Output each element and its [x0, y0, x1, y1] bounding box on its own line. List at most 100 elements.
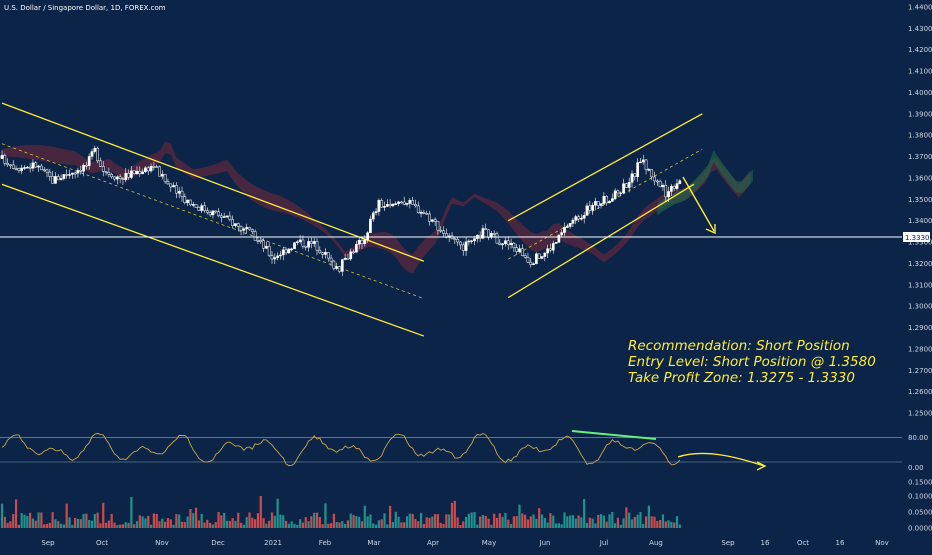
- volume-bar: [113, 522, 116, 528]
- candle-body: [613, 190, 617, 199]
- volume-bar: [65, 503, 68, 528]
- volume-bar: [276, 498, 279, 528]
- price-label: 1.3330: [905, 234, 930, 242]
- candle-body: [546, 248, 549, 254]
- time-tick-label: Nov: [155, 539, 169, 547]
- candle-body: [670, 186, 673, 192]
- candle-body: [565, 226, 569, 228]
- volume-bar: [90, 520, 94, 528]
- volume-bar: [338, 522, 341, 528]
- candle-body: [616, 190, 620, 194]
- candle-body: [253, 231, 257, 241]
- volume-bar: [422, 523, 425, 528]
- volume-bar: [580, 517, 583, 528]
- candle-body: [175, 185, 178, 194]
- candle-body: [217, 211, 220, 217]
- candle-body: [177, 190, 181, 194]
- candle-body: [619, 192, 623, 195]
- candle-body: [467, 240, 471, 243]
- price-tick-label: 1.30000: [908, 303, 932, 311]
- candle-body: [197, 207, 201, 211]
- volume-bar: [116, 525, 119, 528]
- candle-body: [138, 170, 142, 175]
- volume-bar: [164, 521, 167, 528]
- candle-body: [470, 240, 474, 243]
- candle-body: [419, 212, 423, 214]
- price-tick-label: 1.42000: [908, 46, 932, 54]
- candle-body: [377, 200, 381, 212]
- volume-bar: [130, 496, 133, 528]
- volume-bar: [372, 523, 375, 528]
- time-tick-label: 16: [836, 539, 845, 547]
- candle-body: [352, 251, 355, 254]
- volume-bar: [209, 522, 212, 528]
- volume-bar: [428, 517, 431, 528]
- volume-bar: [481, 515, 485, 528]
- candle-body: [270, 255, 274, 260]
- volume-bar: [225, 520, 229, 528]
- candle-body: [672, 186, 676, 189]
- candle-body: [183, 196, 187, 204]
- volume-bar: [529, 516, 532, 528]
- candle-body: [3, 155, 7, 164]
- candle-body: [290, 248, 294, 251]
- volume-bar: [251, 517, 254, 528]
- volume-bar: [622, 518, 625, 528]
- candle-body: [115, 176, 119, 180]
- candle-body: [6, 162, 9, 166]
- candle-body: [166, 181, 170, 185]
- candle-body: [135, 170, 139, 175]
- volume-bar: [591, 518, 594, 528]
- volume-bar: [583, 498, 586, 528]
- candle-body: [355, 243, 358, 253]
- volume-bar: [248, 512, 251, 528]
- candle-body: [149, 166, 153, 172]
- volume-bar: [484, 515, 487, 528]
- time-tick-label: Apr: [427, 539, 439, 547]
- volume-bar: [104, 522, 108, 528]
- volume-bar: [400, 522, 403, 528]
- oscillator-tick-label: 0.00: [908, 464, 924, 472]
- candle-body: [408, 200, 412, 204]
- volume-bar: [664, 521, 667, 528]
- volume-bar: [149, 524, 153, 528]
- volume-bar: [40, 512, 43, 528]
- volume-bar: [602, 515, 605, 528]
- candle-body: [385, 204, 389, 207]
- volume-bar: [324, 503, 327, 528]
- volume-bar: [619, 524, 622, 528]
- candle-body: [298, 239, 302, 242]
- volume-bar: [29, 512, 32, 528]
- volume-bar: [256, 513, 260, 528]
- volume-bar: [3, 516, 6, 528]
- candle-body: [250, 229, 254, 232]
- volume-bar: [17, 524, 20, 528]
- candle-body: [189, 199, 192, 206]
- volume-bar: [186, 516, 189, 528]
- volume-bar: [329, 523, 333, 528]
- volume-bar: [557, 523, 560, 528]
- candle-body: [180, 190, 184, 197]
- candle-body: [208, 212, 212, 216]
- volume-bar: [9, 521, 12, 528]
- candle-body: [242, 228, 246, 231]
- volume-bar: [82, 513, 85, 528]
- candle-body: [200, 205, 204, 211]
- volume-bar: [532, 514, 535, 528]
- candle-body: [512, 242, 516, 248]
- volume-bar: [563, 512, 566, 528]
- candle-body: [520, 248, 524, 256]
- volume-bar: [45, 523, 49, 528]
- volume-bar: [318, 516, 321, 528]
- candle-body: [273, 257, 277, 260]
- volume-bar: [678, 524, 681, 528]
- candle-body: [509, 242, 513, 245]
- volume-bar: [673, 522, 676, 528]
- volume-bar: [397, 516, 400, 528]
- candle-body: [605, 196, 609, 204]
- price-tick-label: 1.37000: [908, 153, 932, 161]
- candle-body: [155, 166, 159, 168]
- price-tick-label: 1.35000: [908, 196, 932, 204]
